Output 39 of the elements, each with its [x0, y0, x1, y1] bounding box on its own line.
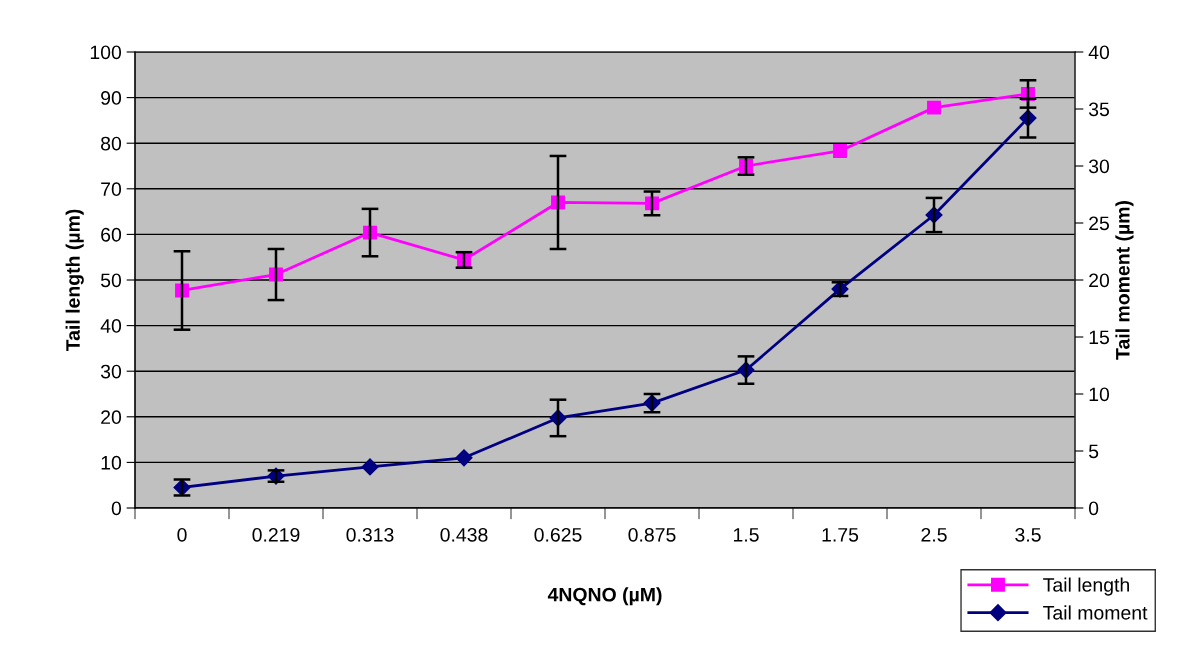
x-tick-label: 0.438	[440, 527, 488, 542]
y-tick-label: 10	[101, 455, 122, 470]
y-tick-label: 50	[100, 273, 122, 288]
y2-tick-label: 0	[1088, 501, 1099, 516]
y2-tick-label: 20	[1089, 273, 1110, 288]
legend-label: Tail moment	[1043, 605, 1148, 620]
x-tick-label: 0.313	[346, 527, 394, 542]
y-axis-title: Tail length (µm)	[65, 209, 84, 352]
y2-tick-label: 40	[1088, 45, 1110, 60]
x-tick-label: 1.5	[733, 528, 759, 542]
x-tick-label: 0.625	[534, 527, 582, 542]
y2-tick-label: 30	[1088, 159, 1110, 174]
y-tick-label: 0	[111, 501, 122, 516]
point	[361, 458, 379, 476]
x-tick-label: 1.75	[822, 528, 859, 542]
y-tick-label: 40	[100, 319, 122, 333]
y2-axis-title: Tail moment (µm)	[1115, 201, 1134, 360]
point	[833, 144, 847, 158]
x-axis-title: 4NQNO (µM)	[547, 587, 662, 606]
y-tick-label: 30	[100, 364, 122, 379]
point	[455, 449, 473, 467]
y-tick-label: 60	[101, 227, 122, 242]
legend-label: Tail length	[1043, 577, 1129, 596]
y-tick-label: 70	[101, 182, 122, 197]
y2-tick-label: 5	[1088, 444, 1099, 459]
y-tick-label: 90	[101, 91, 122, 105]
y-tick-label: 20	[101, 410, 122, 425]
x-tick-label: 3.5	[1015, 527, 1041, 542]
y2-tick-label: 25	[1089, 216, 1110, 231]
x-tick-label: 0	[177, 527, 187, 542]
y2-tick-label: 10	[1089, 387, 1110, 402]
point	[927, 100, 941, 115]
x-tick-label: 0.219	[252, 527, 300, 542]
x-tick-label: 0.875	[628, 527, 676, 542]
x-tick-label: 2.5	[921, 527, 947, 542]
y2-tick-label: 15	[1089, 330, 1110, 345]
y-tick-label: 80	[101, 136, 122, 151]
y-tick-label: 100	[90, 45, 122, 60]
y2-tick-label: 35	[1088, 102, 1110, 117]
